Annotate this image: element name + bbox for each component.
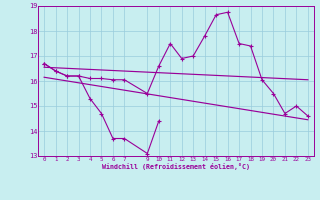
X-axis label: Windchill (Refroidissement éolien,°C): Windchill (Refroidissement éolien,°C)	[102, 164, 250, 170]
